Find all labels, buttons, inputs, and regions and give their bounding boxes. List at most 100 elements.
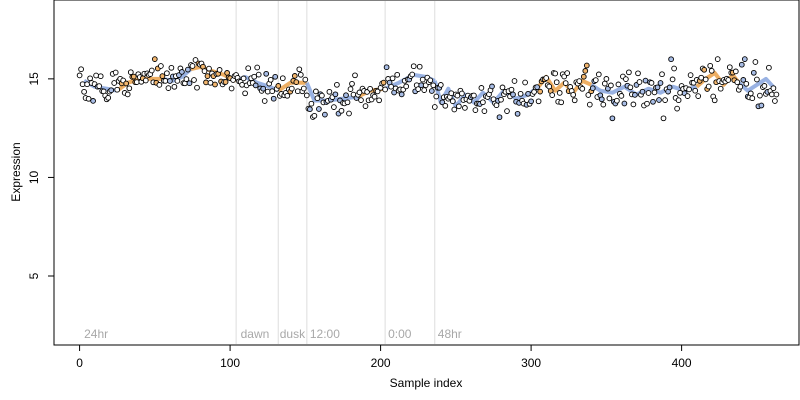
- data-point: [269, 88, 276, 95]
- data-point: [322, 111, 328, 118]
- data-point: [352, 72, 358, 79]
- data-point: [757, 92, 763, 99]
- data-point: [630, 101, 637, 108]
- data-point: [254, 64, 261, 71]
- data-point: [97, 73, 104, 80]
- data-point: [534, 84, 540, 90]
- data-point: [743, 80, 750, 87]
- data-point: [499, 84, 506, 91]
- data-point: [409, 71, 416, 78]
- data-point: [192, 57, 199, 63]
- data-point: [675, 97, 682, 104]
- data-point: [367, 85, 373, 92]
- data-point: [598, 96, 605, 103]
- data-point: [427, 77, 434, 84]
- data-point: [183, 76, 190, 82]
- data-point: [498, 96, 504, 103]
- data-point: [662, 97, 668, 103]
- data-point: [201, 68, 208, 74]
- data-point: [737, 83, 744, 90]
- data-point: [510, 91, 516, 98]
- data-point: [159, 73, 166, 79]
- data-point: [382, 86, 388, 93]
- data-point: [595, 71, 602, 78]
- data-point: [148, 67, 155, 74]
- data-point: [528, 98, 534, 105]
- data-point: [403, 83, 410, 90]
- data-point: [632, 92, 638, 98]
- data-point: [552, 70, 559, 77]
- data-point: [398, 91, 405, 98]
- x-tick-label-0: 0: [76, 356, 83, 370]
- data-point: [451, 106, 458, 113]
- data-point: [717, 85, 724, 92]
- data-point: [279, 75, 286, 82]
- data-point: [543, 75, 550, 81]
- data-point: [376, 97, 382, 104]
- data-point: [471, 92, 477, 99]
- data-point: [741, 56, 748, 62]
- trend-line-13: [737, 76, 777, 93]
- data-point: [650, 98, 656, 105]
- data-point: [288, 85, 295, 92]
- data-point: [314, 95, 321, 102]
- data-point: [272, 73, 279, 80]
- data-point: [389, 75, 396, 82]
- data-point: [657, 80, 664, 86]
- data-point: [349, 80, 355, 87]
- data-point: [726, 64, 733, 71]
- data-point: [480, 99, 486, 106]
- data-point: [326, 88, 333, 95]
- data-point: [738, 61, 745, 68]
- data-point: [666, 84, 673, 91]
- data-point: [656, 97, 662, 103]
- data-point: [313, 88, 319, 95]
- data-point: [660, 115, 667, 122]
- data-point: [334, 81, 340, 88]
- data-point: [570, 91, 577, 98]
- region-labels: 24hr dawn dusk 12:00 0:00 48hr: [84, 327, 462, 341]
- data-point: [671, 65, 677, 72]
- data-points: [76, 56, 780, 122]
- data-point: [228, 85, 235, 92]
- data-point: [185, 66, 191, 73]
- data-point: [734, 79, 741, 86]
- y-axis-title: Expression: [9, 142, 23, 201]
- data-point: [749, 95, 756, 102]
- data-point: [687, 72, 694, 78]
- data-point: [90, 98, 96, 104]
- x-axis: 0 100 200 300 400: [76, 344, 692, 370]
- data-point: [558, 99, 565, 106]
- data-point: [124, 91, 131, 98]
- data-point: [394, 71, 401, 78]
- data-point: [374, 88, 381, 95]
- data-point: [761, 83, 768, 89]
- data-point: [410, 63, 417, 70]
- data-point: [580, 73, 587, 80]
- data-point: [156, 82, 163, 88]
- data-point: [307, 106, 313, 113]
- data-point: [711, 97, 718, 104]
- data-point: [454, 92, 461, 99]
- data-point: [626, 69, 632, 76]
- data-point: [84, 81, 90, 88]
- data-point: [747, 90, 754, 97]
- data-point: [481, 108, 488, 114]
- x-tick-label-300: 300: [521, 356, 541, 370]
- data-point: [668, 56, 674, 63]
- data-point: [275, 83, 282, 89]
- data-point: [240, 75, 247, 82]
- data-point: [636, 79, 643, 85]
- data-point: [702, 76, 709, 83]
- data-point: [571, 97, 578, 104]
- data-point: [654, 84, 661, 91]
- data-point: [428, 88, 435, 94]
- data-point: [242, 90, 248, 97]
- data-point: [260, 85, 267, 92]
- data-point: [701, 66, 708, 73]
- data-point: [168, 64, 175, 71]
- data-point: [167, 78, 173, 84]
- data-point: [623, 76, 629, 82]
- data-point: [659, 71, 665, 78]
- data-point: [618, 93, 625, 99]
